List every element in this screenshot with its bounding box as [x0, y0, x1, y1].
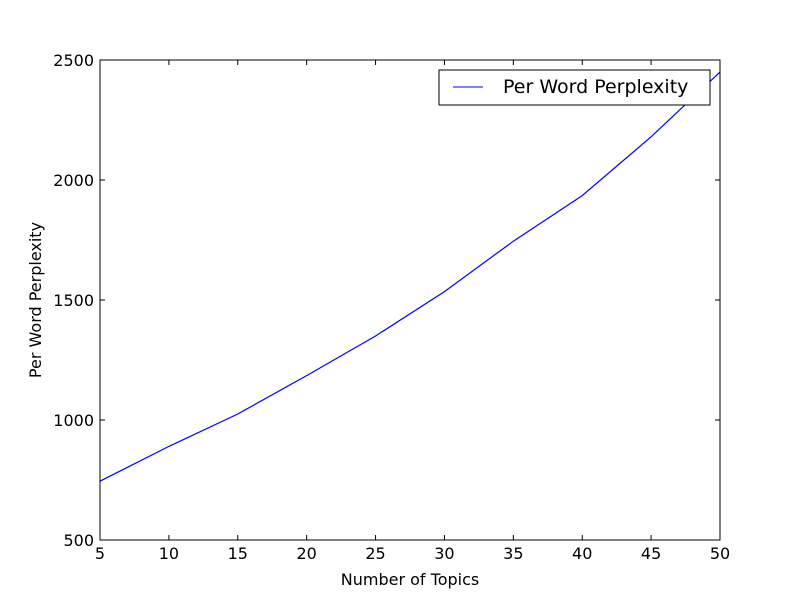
x-tick-label: 25 — [365, 544, 385, 563]
x-tick-label: 20 — [296, 544, 316, 563]
plot-background — [100, 60, 720, 540]
y-tick-label: 2500 — [53, 51, 94, 70]
x-tick-label: 35 — [503, 544, 523, 563]
tick-labels: 5 10 15 20 25 30 35 40 45 50 500 1000 1500 2000 2500 — [53, 51, 730, 563]
legend-box — [438, 69, 711, 106]
x-tick-label: 50 — [710, 544, 730, 563]
x-tick-label: 5 — [95, 544, 105, 563]
x-tick-label: 30 — [434, 544, 454, 563]
y-tick-label: 1500 — [53, 291, 94, 310]
y-axis-label: Per Word Perplexity — [26, 222, 45, 378]
series-line-per-word-perplexity — [100, 71, 720, 482]
legend-label-per-word-perplexity: Per Word Perplexity — [503, 76, 688, 98]
x-axis-label: Number of Topics — [341, 570, 479, 589]
x-tick-label: 45 — [641, 544, 661, 563]
y-tick-label: 500 — [63, 531, 94, 550]
y-tick-label: 1000 — [53, 411, 94, 430]
x-tick-label: 15 — [228, 544, 248, 563]
y-tick-label: 2000 — [53, 171, 94, 190]
x-tick-label: 40 — [572, 544, 592, 563]
plot-frame — [99, 59, 721, 541]
x-tick-label: 10 — [159, 544, 179, 563]
legend: Per Word Perplexity — [438, 69, 711, 106]
